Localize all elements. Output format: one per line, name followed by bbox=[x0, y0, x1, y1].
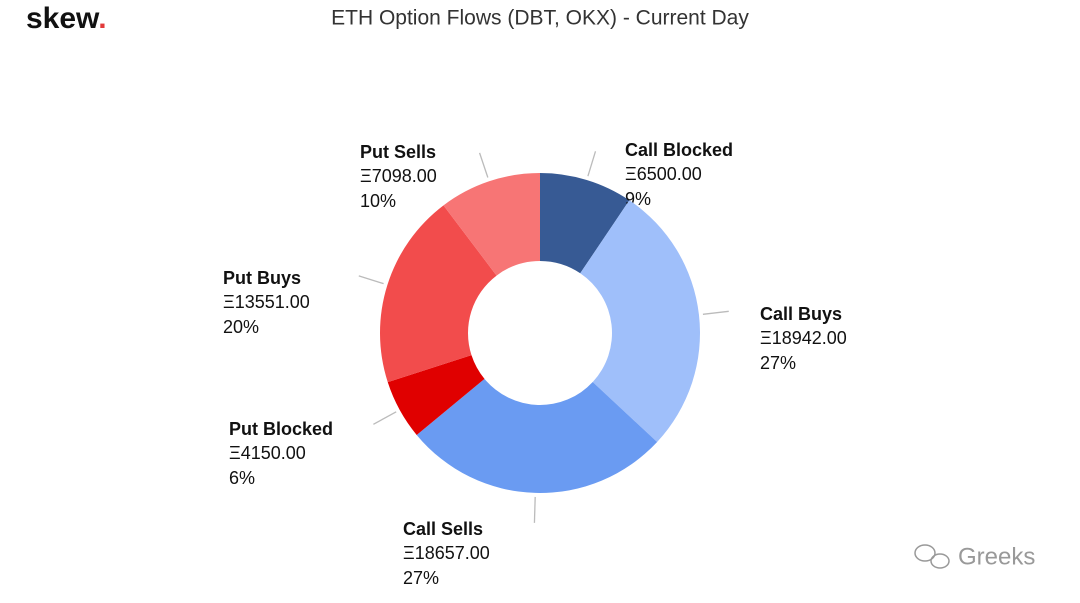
slice-name: Put Blocked bbox=[229, 419, 333, 439]
slice-name: Call Blocked bbox=[625, 140, 733, 160]
donut-slice bbox=[540, 173, 630, 274]
leader-line bbox=[702, 310, 729, 315]
slice-value: Ξ7098.00 bbox=[360, 166, 437, 186]
slice-percent: 6% bbox=[229, 468, 255, 488]
leader-line bbox=[587, 151, 597, 177]
leader-line bbox=[533, 496, 536, 523]
donut-slice bbox=[416, 378, 658, 493]
watermark: Greeks bbox=[958, 543, 1035, 570]
leader-line bbox=[358, 275, 384, 285]
slice-value: Ξ13551.00 bbox=[223, 292, 310, 312]
donut-slice bbox=[443, 173, 540, 276]
logo-text: skew bbox=[26, 2, 100, 35]
slice-percent: 20% bbox=[223, 317, 259, 337]
slice-value: Ξ18942.00 bbox=[760, 328, 847, 348]
slice-name: Call Sells bbox=[403, 519, 483, 539]
slice-percent: 27% bbox=[760, 353, 796, 373]
slice-name: Call Buys bbox=[760, 304, 842, 324]
slice-percent: 27% bbox=[403, 568, 439, 588]
leader-line bbox=[478, 152, 489, 178]
watermark-icon bbox=[914, 544, 950, 569]
slice-name: Put Sells bbox=[360, 142, 436, 162]
slice-value: Ξ6500.00 bbox=[625, 164, 702, 184]
slice-value: Ξ18657.00 bbox=[403, 543, 490, 563]
slice-percent: 10% bbox=[360, 191, 396, 211]
donut-slice bbox=[580, 200, 700, 442]
donut-slice bbox=[379, 205, 497, 383]
chart-title: ETH Option Flows (DBT, OKX) - Current Da… bbox=[331, 7, 749, 30]
logo: skew. bbox=[26, 2, 107, 35]
donut-slice bbox=[387, 355, 485, 435]
slice-name: Put Buys bbox=[223, 268, 301, 288]
logo-dot: . bbox=[98, 2, 106, 35]
slice-value: Ξ4150.00 bbox=[229, 443, 306, 463]
leader-line bbox=[373, 411, 397, 425]
